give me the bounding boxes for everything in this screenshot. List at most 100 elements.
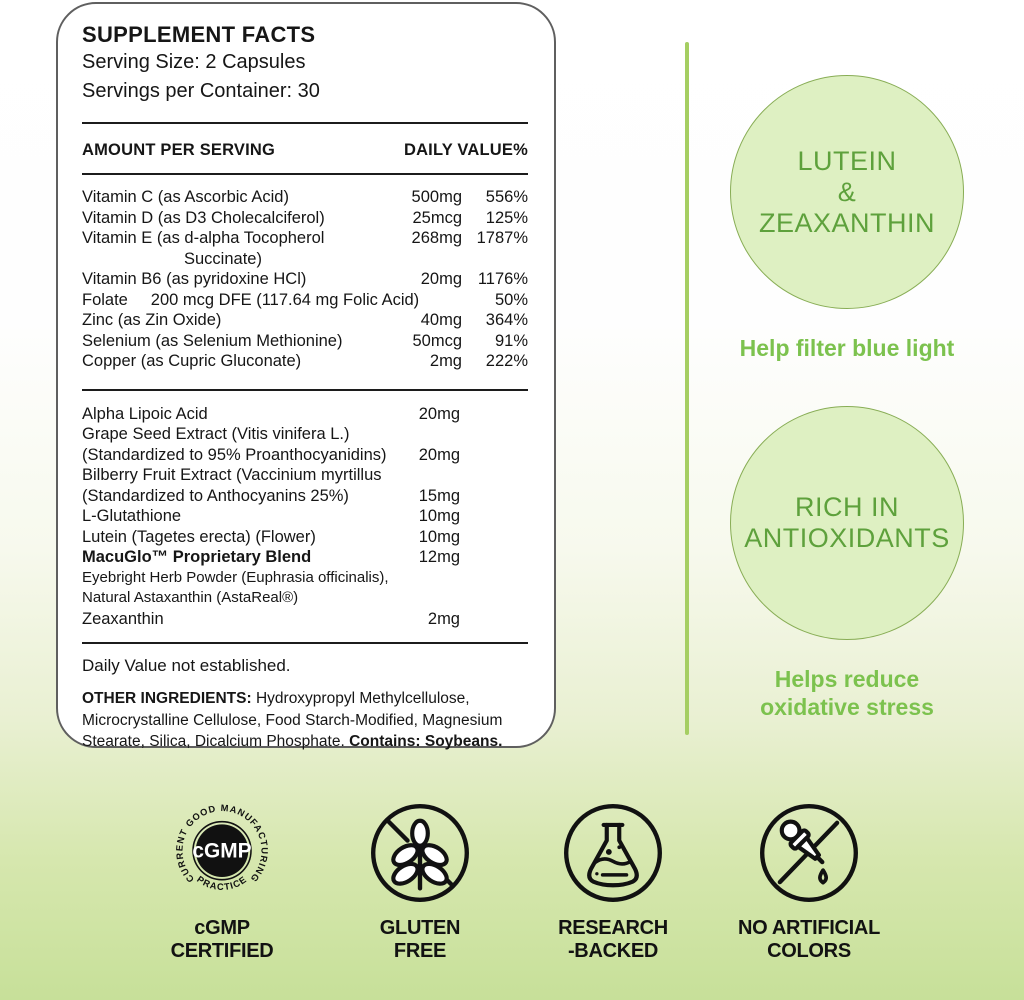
- cgmp-seal-center-text: cGMP: [192, 840, 251, 863]
- table-cell: 10mg: [418, 507, 460, 525]
- table-cell: 20mg: [418, 445, 460, 464]
- divider-rule: [82, 642, 528, 644]
- table-cell: [396, 465, 460, 486]
- table-cell: Zeaxanthin: [82, 609, 164, 628]
- servings-per-container: Servings per Container: 30: [82, 80, 320, 102]
- table-row: Natural Astaxanthin (AstaReal®): [82, 588, 528, 609]
- table-row: (Standardized to 95% Proanthocyanidins) 2…: [82, 445, 528, 466]
- badge-gluten-free: GLUTEN FREE: [320, 795, 520, 963]
- table-header: AMOUNT PER SERVING DAILY VALUE%: [82, 141, 528, 160]
- table-cell: 91%: [494, 331, 528, 350]
- badge-label: RESEARCH -BACKED: [513, 917, 713, 963]
- table-cell: 40mg: [420, 311, 462, 329]
- table-cell: Succinate): [184, 249, 262, 268]
- circle-text-line: LUTEIN: [797, 145, 897, 176]
- panel-title: SUPPLEMENT FACTS: [82, 22, 316, 47]
- table-row: Lutein (Tagetes erecta) (Flower) 10mg: [82, 527, 528, 548]
- table-cell: 50%: [494, 290, 528, 309]
- table-cell: [462, 249, 528, 270]
- table-cell: Vitamin D (as D3 Cholecalciferol): [82, 208, 325, 227]
- table-cell: 20mg: [420, 270, 462, 288]
- table-cell: 2mg: [429, 352, 462, 370]
- table-cell: Alpha Lipoic Acid: [82, 404, 208, 423]
- circle-text-line: RICH IN: [795, 492, 899, 522]
- table-cell: [396, 424, 460, 445]
- gluten-free-icon: [320, 795, 520, 911]
- table-row: Grape Seed Extract (Vitis vinifera L.): [82, 424, 528, 445]
- badge-label: cGMP CERTIFIED: [122, 917, 322, 963]
- badge-label-line: COLORS: [767, 940, 851, 962]
- table-cell: L-Glutathione: [82, 507, 182, 525]
- table-row: Eyebright Herb Powder (Euphrasia officin…: [82, 568, 528, 589]
- divider-rule: [82, 388, 528, 391]
- caption-line: Help filter blue light: [739, 335, 955, 361]
- table-cell: (Standardized to 95% Proanthocyanidins): [82, 445, 387, 464]
- table-cell: 222%: [485, 352, 528, 370]
- no-dropper-icon: [709, 795, 909, 911]
- badge-label-line: FREE: [393, 940, 447, 962]
- table-cell: 15mg: [418, 486, 460, 505]
- badge-label-line: GLUTEN: [379, 917, 461, 939]
- table-cell: 1787%: [476, 229, 528, 247]
- badge-label-line: CERTIFIED: [170, 940, 274, 962]
- table-cell: 125%: [485, 208, 528, 227]
- table-row: Vitamin C (as Ascorbic Acid) 500mg 556%: [82, 187, 528, 208]
- table-cell: [396, 568, 460, 589]
- table-row: Zeaxanthin 2mg: [82, 609, 528, 630]
- table-cell: MacuGlo™ Proprietary Blend: [82, 548, 312, 566]
- table-row: Zinc (as Zin Oxide) 40mg 364%: [82, 310, 528, 331]
- botanicals-table: Alpha Lipoic Acid 20mg Grape Seed Extract …: [82, 404, 528, 630]
- table-cell: Vitamin E (as d-alpha Tocopherol: [82, 229, 325, 247]
- table-cell: 50mcg: [412, 331, 462, 350]
- caption-line: oxidative stress: [760, 694, 934, 720]
- contains-statement: Contains: Soybeans.: [349, 733, 503, 750]
- table-cell: 2mg: [427, 609, 460, 628]
- table-row: Folate 200 mcg DFE (117.64 mg Folic Acid…: [82, 290, 528, 311]
- other-ingredients: OTHER INGREDIENTS: Hydroxypropyl Methylc…: [82, 688, 528, 753]
- divider-rule: [82, 122, 528, 124]
- badge-label-line: cGMP: [194, 917, 250, 939]
- table-row: Alpha Lipoic Acid 20mg: [82, 404, 528, 425]
- antioxidants-circle: RICH IN ANTIOXIDANTS: [730, 406, 964, 640]
- table-cell: 364%: [485, 311, 528, 329]
- supplement-facts-panel: SUPPLEMENT FACTS Serving Size: 2 Capsule…: [56, 2, 556, 750]
- blue-light-caption: Help filter blue light: [697, 334, 997, 362]
- table-cell: [386, 249, 462, 270]
- table-row: Selenium (as Selenium Methionine) 50mcg 91…: [82, 331, 528, 352]
- table-cell: 25mcg: [412, 208, 462, 227]
- table-cell: 556%: [485, 188, 528, 206]
- table-cell: 10mg: [418, 527, 460, 546]
- badge-label: GLUTEN FREE: [320, 917, 520, 963]
- circle-text-line: ANTIOXIDANTS: [744, 523, 950, 553]
- badge-cgmp-certified: cGMP CURRENT GOOD MANUFACTURING PRACTICE…: [122, 795, 322, 963]
- cgmp-seal-icon: cGMP CURRENT GOOD MANUFACTURING PRACTICE: [122, 795, 322, 911]
- table-row: Vitamin B6 (as pyridoxine HCl) 20mg 1176%: [82, 269, 528, 290]
- table-row: Vitamin D (as D3 Cholecalciferol) 25mcg 12…: [82, 208, 528, 229]
- table-cell: [396, 588, 460, 609]
- table-cell: Eyebright Herb Powder (Euphrasia officin…: [82, 568, 389, 586]
- badge-research-backed: RESEARCH -BACKED: [513, 795, 713, 963]
- daily-value-footnote: Daily Value not established.: [82, 656, 291, 675]
- badge-no-artificial-colors: NO ARTIFICIAL COLORS: [709, 795, 909, 963]
- table-row: Vitamin E (as d-alpha Tocopherol 268mg 178…: [82, 228, 528, 249]
- lutein-zeaxanthin-circle: LUTEIN & ZEAXANTHIN: [730, 75, 964, 309]
- table-row: Copper (as Cupric Gluconate) 2mg 222%: [82, 351, 528, 372]
- table-cell: 12mg: [418, 548, 460, 566]
- table-cell: Copper (as Cupric Gluconate): [82, 352, 302, 370]
- table-row: (Standardized to Anthocyanins 25%) 15mg: [82, 486, 528, 507]
- table-cell: Lutein (Tagetes erecta) (Flower): [82, 527, 316, 546]
- badge-label-line: RESEARCH: [558, 917, 668, 939]
- table-cell: (Standardized to Anthocyanins 25%): [82, 486, 349, 505]
- circle-text-line: &: [837, 176, 857, 207]
- table-row: L-Glutathione 10mg: [82, 506, 528, 527]
- badge-label-line: -BACKED: [567, 940, 659, 962]
- vitamins-table: Vitamin C (as Ascorbic Acid) 500mg 556% Vit…: [82, 187, 528, 372]
- badge-label-line: NO ARTIFICIAL: [737, 917, 880, 939]
- table-cell: Vitamin B6 (as pyridoxine HCl): [82, 270, 307, 288]
- vertical-divider-line: [685, 42, 689, 735]
- column-header-daily-value: DAILY VALUE%: [403, 141, 528, 159]
- table-cell: Vitamin C (as Ascorbic Acid): [82, 188, 289, 206]
- research-flask-icon: [513, 795, 713, 911]
- table-cell: Grape Seed Extract (Vitis vinifera L.): [82, 425, 350, 443]
